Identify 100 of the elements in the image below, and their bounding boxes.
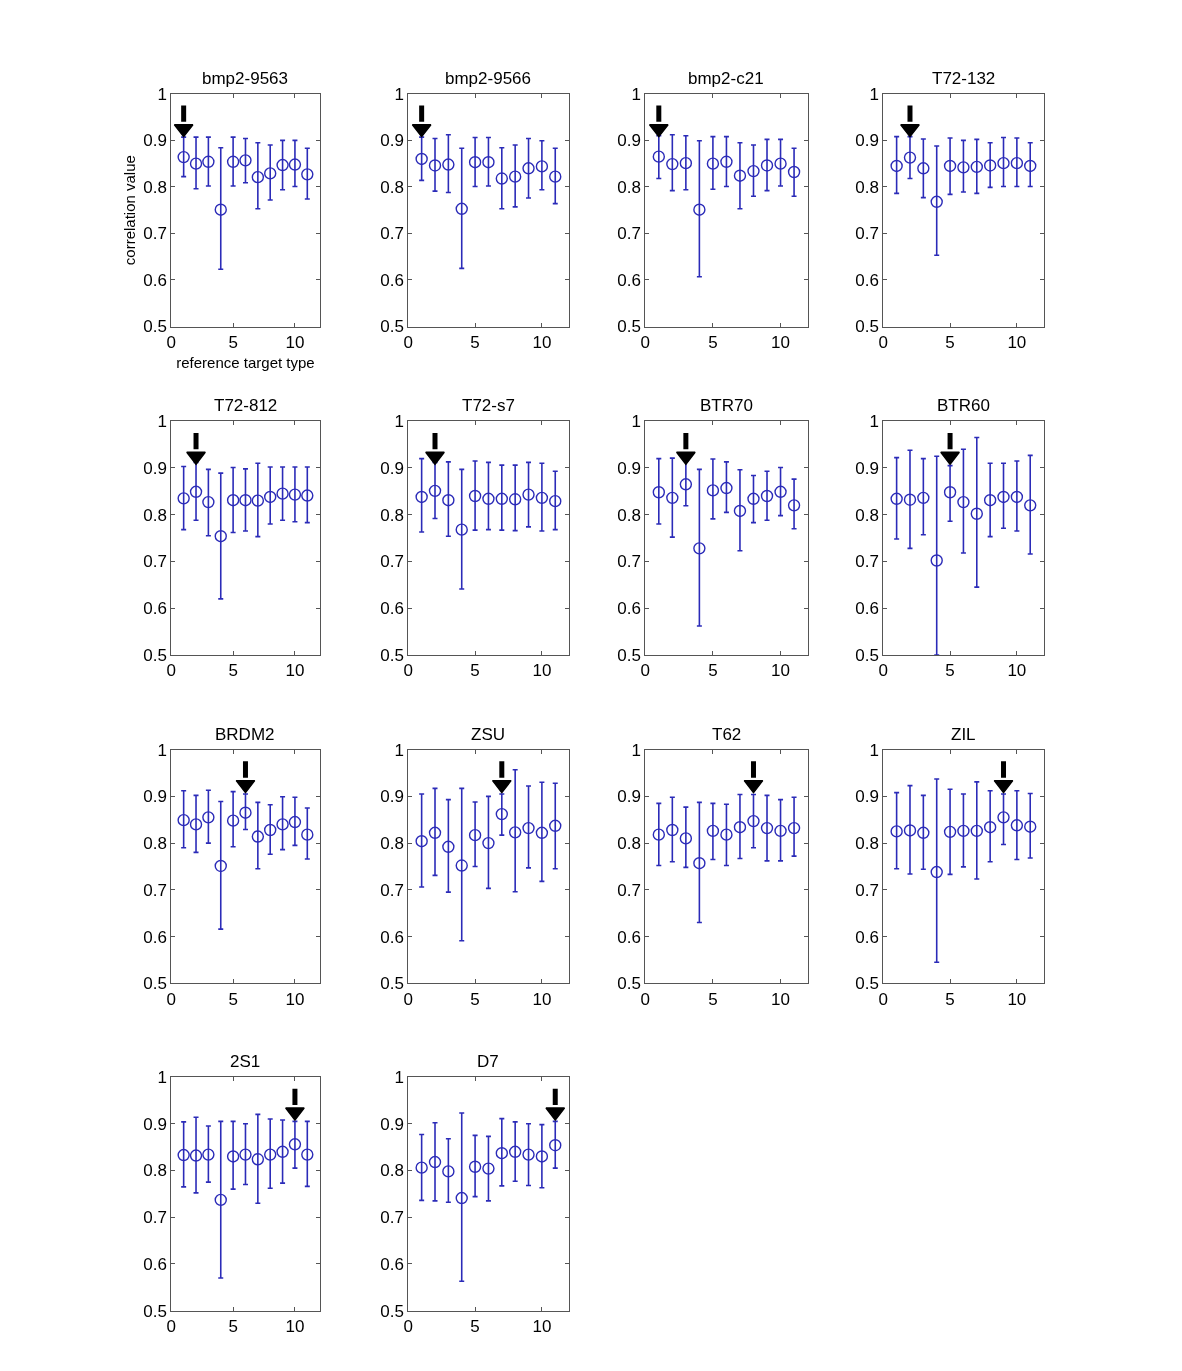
x-tick-label: 5 bbox=[228, 661, 238, 681]
y-tick-label: 0.8 bbox=[380, 1161, 404, 1181]
y-tick-label: 0.8 bbox=[380, 505, 404, 525]
y-tick-label: 0.8 bbox=[855, 177, 879, 197]
y-tick-label: 0.8 bbox=[143, 1161, 167, 1181]
y-tick-label: 0.5 bbox=[855, 974, 879, 994]
x-tick-label: 10 bbox=[285, 332, 305, 352]
chart-title: bmp2-9566 bbox=[445, 69, 532, 88]
y-tick-label: 0.9 bbox=[855, 131, 879, 151]
y-tick-label: 0.5 bbox=[143, 1301, 167, 1321]
x-tick-label: 10 bbox=[1007, 332, 1027, 352]
x-tick-label: 0 bbox=[640, 661, 651, 681]
y-tick-label: 0.7 bbox=[855, 552, 879, 572]
y-axis-title: correlation value bbox=[120, 155, 138, 266]
y-tick-label: 0.7 bbox=[380, 224, 404, 244]
x-tick-label: 0 bbox=[403, 661, 414, 681]
y-tick-label: 0.7 bbox=[143, 224, 167, 244]
y-tick-label: 0.8 bbox=[380, 177, 404, 197]
x-tick-label: 5 bbox=[945, 661, 955, 681]
y-tick-label: 0.7 bbox=[617, 880, 641, 900]
x-tick-label: 5 bbox=[945, 332, 955, 352]
x-tick-label: 10 bbox=[285, 989, 305, 1009]
x-tick-label: 5 bbox=[228, 989, 238, 1009]
x-tick-label: 0 bbox=[166, 989, 177, 1009]
y-tick-label: 0.9 bbox=[380, 458, 404, 478]
chart-title: T72-812 bbox=[214, 396, 278, 415]
y-tick-label: 0.5 bbox=[617, 645, 641, 665]
x-tick-label: 10 bbox=[532, 989, 552, 1009]
y-tick-label: 0.5 bbox=[380, 645, 404, 665]
y-tick-label: 1 bbox=[869, 84, 879, 104]
x-tick-label: 0 bbox=[878, 332, 888, 352]
y-tick-label: 0.6 bbox=[380, 927, 404, 947]
chart-title: 2S1 bbox=[230, 1052, 261, 1071]
y-tick-label: 0.9 bbox=[855, 787, 879, 807]
y-tick-label: 0.6 bbox=[380, 270, 404, 290]
y-tick-label: 0.9 bbox=[380, 131, 404, 151]
chart-title: ZSU bbox=[471, 725, 505, 744]
x-tick-label: 0 bbox=[640, 989, 651, 1009]
x-tick-label: 0 bbox=[166, 1317, 177, 1337]
y-tick-label: 0.8 bbox=[143, 177, 167, 197]
y-tick-label: 0.6 bbox=[855, 599, 879, 619]
x-tick-label: 0 bbox=[878, 989, 888, 1009]
y-tick-label: 0.7 bbox=[143, 552, 167, 572]
y-tick-label: 0.7 bbox=[855, 224, 879, 244]
y-tick-label: 0.8 bbox=[143, 505, 167, 525]
x-tick-label: 5 bbox=[470, 1317, 480, 1337]
y-tick-label: 0.6 bbox=[143, 1254, 167, 1274]
y-tick-label: 0.6 bbox=[617, 927, 641, 947]
chart-title: T62 bbox=[712, 725, 742, 744]
x-tick-label: 5 bbox=[470, 989, 480, 1009]
y-tick-label: 0.6 bbox=[617, 270, 641, 290]
y-tick-label: 1 bbox=[869, 412, 879, 432]
y-tick-label: 0.9 bbox=[143, 1114, 167, 1134]
y-tick-label: 0.6 bbox=[855, 927, 879, 947]
y-tick-label: 0.9 bbox=[855, 458, 879, 478]
chart-title: BTR70 bbox=[700, 396, 753, 415]
chart-title: bmp2-c21 bbox=[688, 69, 764, 88]
y-tick-label: 0.6 bbox=[617, 599, 641, 619]
x-tick-label: 0 bbox=[878, 661, 888, 681]
y-tick-label: 1 bbox=[394, 84, 404, 104]
y-tick-label: 0.6 bbox=[143, 599, 167, 619]
y-tick-label: 0.9 bbox=[380, 1114, 404, 1134]
x-tick-label: 0 bbox=[403, 332, 414, 352]
y-tick-label: 1 bbox=[394, 740, 404, 760]
y-tick-label: 0.8 bbox=[617, 177, 641, 197]
y-tick-label: 0.7 bbox=[380, 1208, 404, 1228]
x-tick-label: 10 bbox=[285, 661, 305, 681]
y-tick-label: 0.9 bbox=[617, 787, 641, 807]
y-tick-label: 0.9 bbox=[380, 787, 404, 807]
y-tick-label: 0.8 bbox=[617, 505, 641, 525]
y-tick-label: 0.6 bbox=[143, 927, 167, 947]
y-tick-label: 0.6 bbox=[380, 1254, 404, 1274]
x-tick-label: 5 bbox=[228, 1317, 238, 1337]
x-tick-label: 10 bbox=[771, 989, 790, 1009]
x-tick-label: 5 bbox=[708, 332, 718, 352]
x-tick-label: 10 bbox=[1007, 989, 1027, 1009]
x-tick-label: 5 bbox=[708, 661, 718, 681]
y-tick-label: 0.7 bbox=[617, 224, 641, 244]
chart-title: bmp2-9563 bbox=[202, 69, 289, 88]
y-tick-label: 0.8 bbox=[855, 505, 879, 525]
x-axis-title: reference target type bbox=[176, 353, 315, 371]
x-tick-label: 5 bbox=[470, 332, 480, 352]
y-tick-label: 0.8 bbox=[617, 834, 641, 854]
y-tick-label: 0.5 bbox=[855, 317, 879, 337]
y-tick-label: 0.5 bbox=[380, 317, 404, 337]
chart-title: T72-132 bbox=[932, 69, 996, 88]
chart-title: BRDM2 bbox=[215, 725, 275, 744]
y-tick-label: 1 bbox=[631, 740, 641, 760]
y-tick-label: 0.9 bbox=[143, 787, 167, 807]
y-tick-label: 0.5 bbox=[380, 1301, 404, 1321]
y-tick-label: 0.8 bbox=[380, 834, 404, 854]
x-tick-label: 5 bbox=[470, 661, 480, 681]
y-tick-label: 0.5 bbox=[380, 974, 404, 994]
y-tick-label: 1 bbox=[869, 740, 879, 760]
y-tick-label: 1 bbox=[157, 84, 167, 104]
x-tick-label: 0 bbox=[403, 989, 414, 1009]
y-tick-label: 0.7 bbox=[380, 552, 404, 572]
x-tick-label: 0 bbox=[166, 332, 177, 352]
x-tick-label: 0 bbox=[640, 332, 651, 352]
y-tick-label: 1 bbox=[157, 740, 167, 760]
